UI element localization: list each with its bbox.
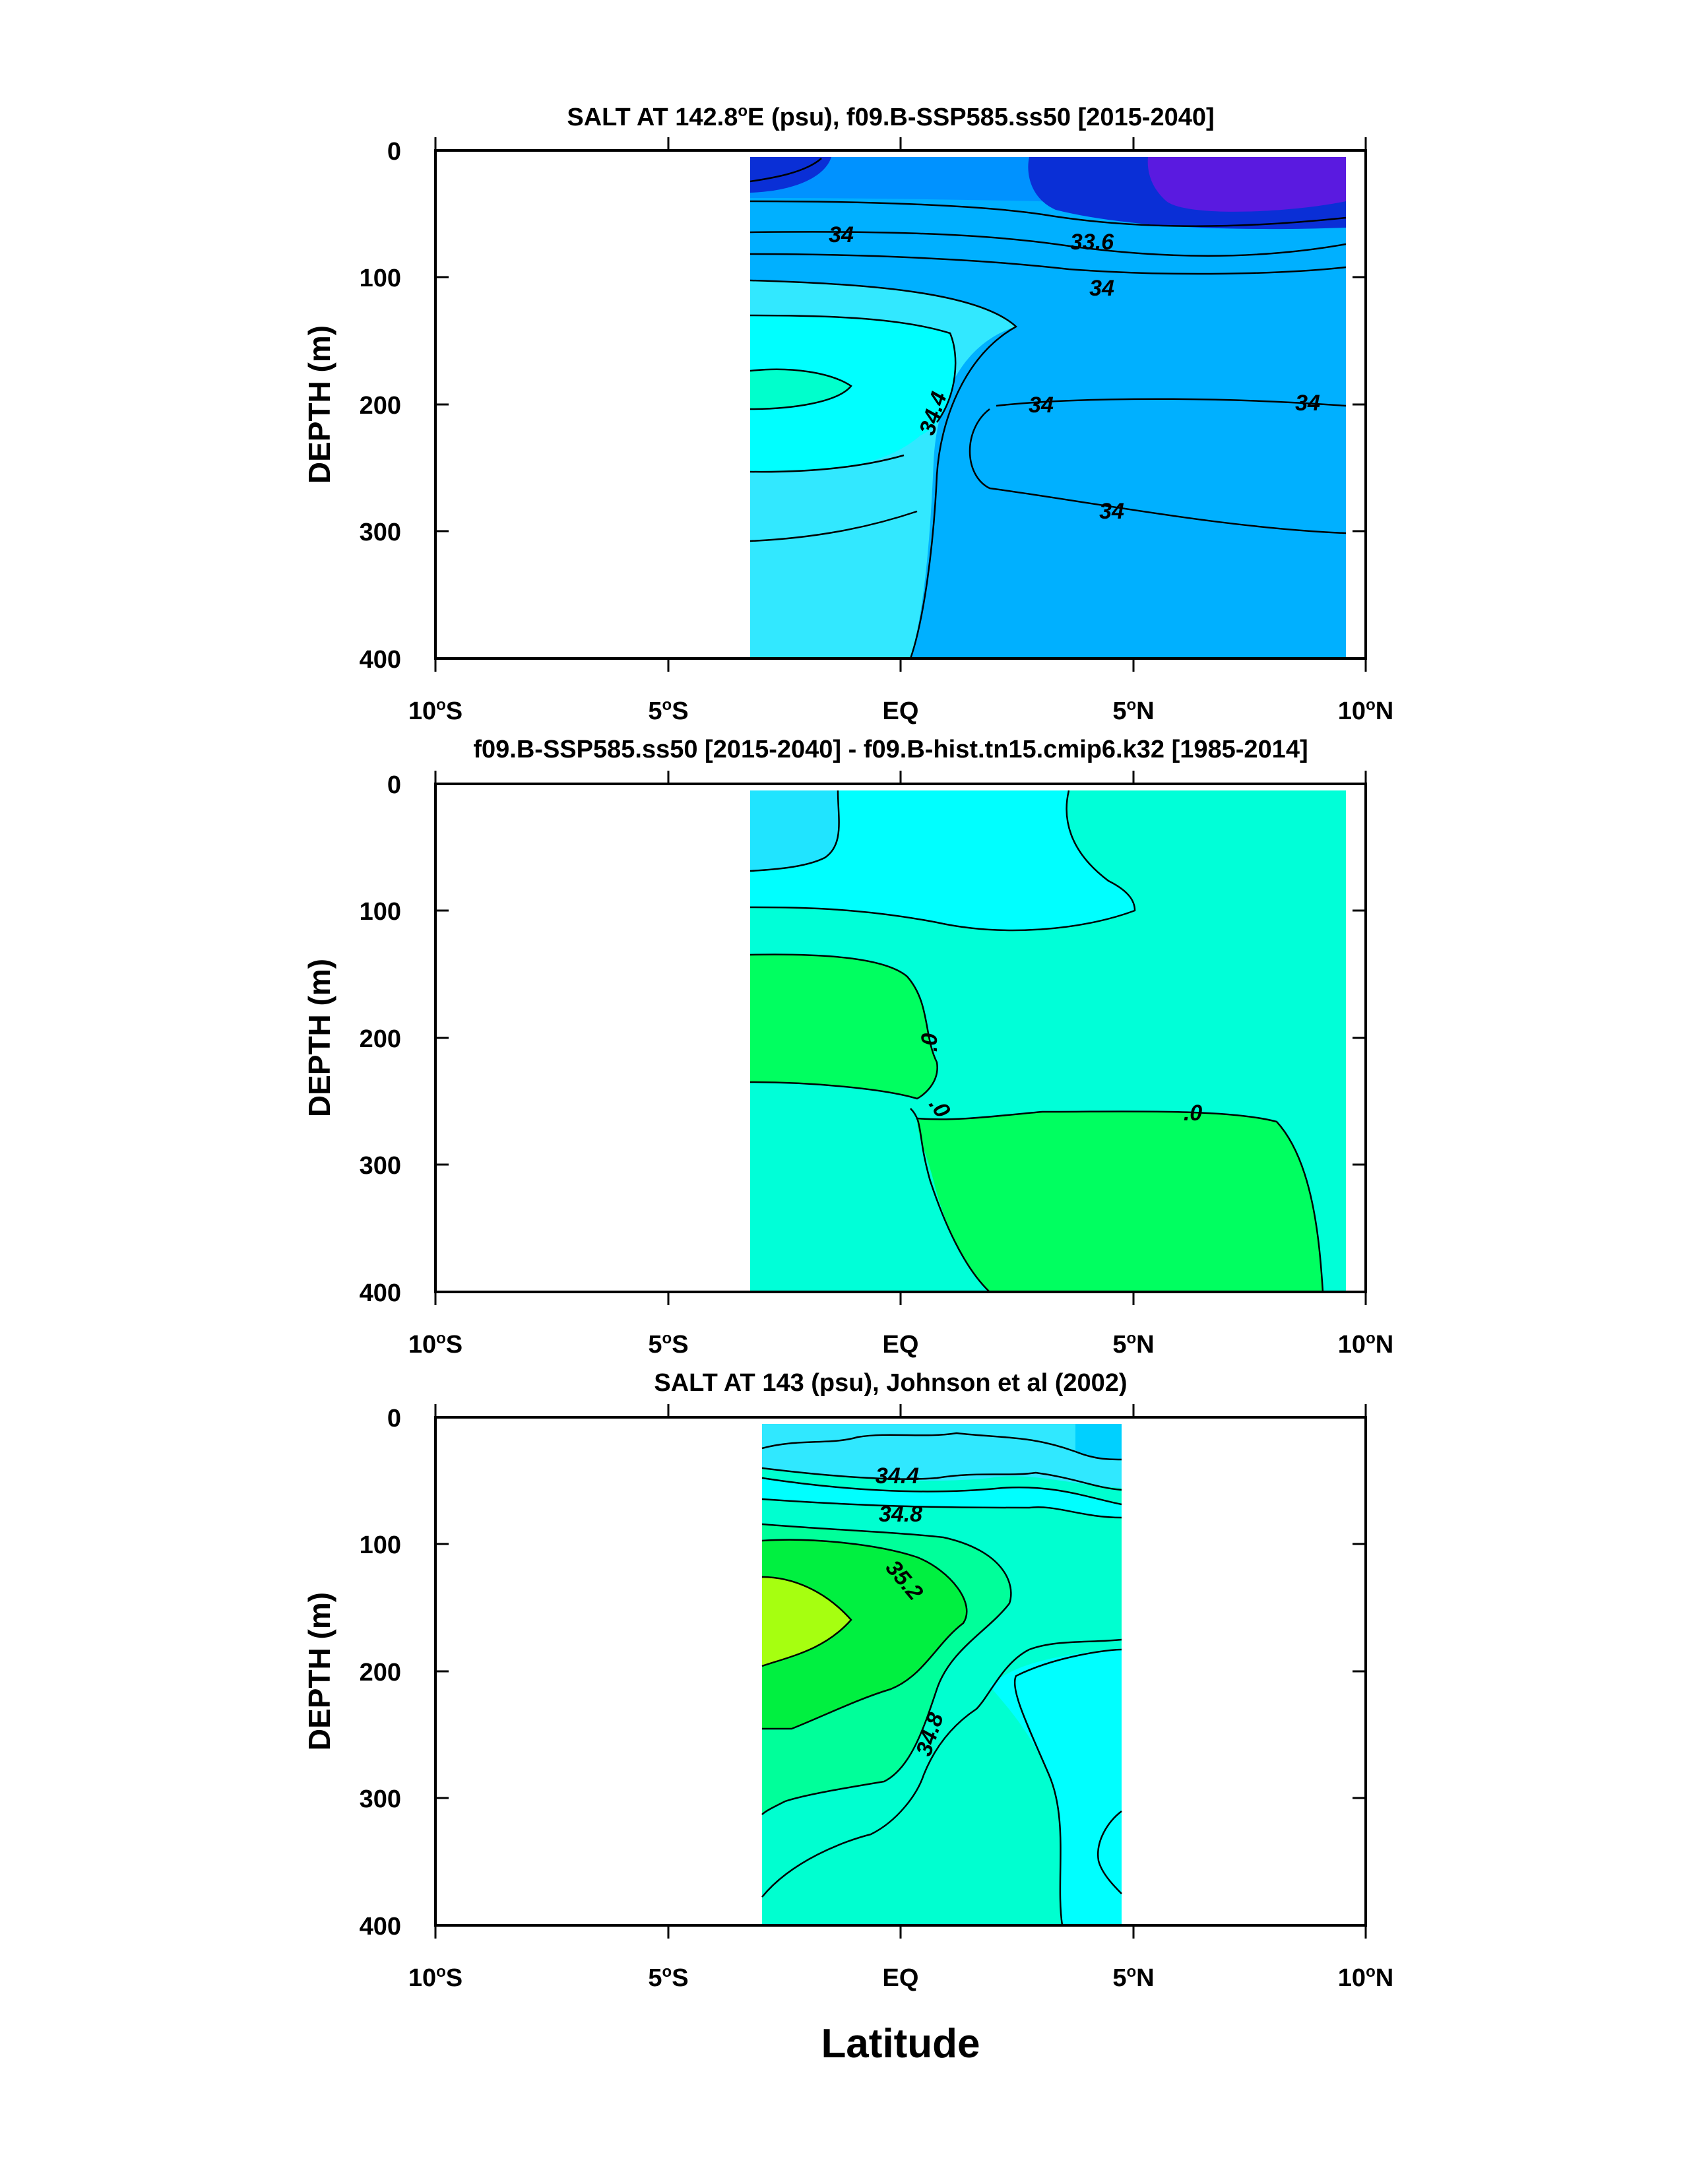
contour-label: 34 xyxy=(1089,276,1114,301)
panel-2-xticks xyxy=(434,771,1367,1305)
contour-label: 34 xyxy=(1099,499,1124,524)
panel-3-fill-surface-east xyxy=(1075,1424,1122,1460)
panel-1-contours xyxy=(749,158,1347,659)
x-tick-label: 5oS xyxy=(648,696,688,725)
panel-1-xticks xyxy=(434,137,1367,672)
contour-label: .0 xyxy=(1184,1101,1202,1126)
x-tick-label: EQ xyxy=(883,697,919,725)
x-tick-label: 10oN xyxy=(1338,1963,1393,1992)
panel-1-fill-purple xyxy=(1147,157,1346,212)
panel-1-fill-346 xyxy=(750,369,851,409)
contour-label: 34.8 xyxy=(879,1502,922,1527)
panel-3-xticks xyxy=(434,1404,1367,1939)
panel-2-contours xyxy=(749,790,1324,1293)
x-axis-label: Latitude xyxy=(821,2021,980,2067)
panel-2-fill-green-lower xyxy=(917,1111,1323,1292)
panel-1-title: SALT AT 142.8oE (psu), f09.B-SSP585.ss50… xyxy=(567,102,1214,131)
panel-3-contours xyxy=(761,1432,1122,1926)
panel-3-fill-green xyxy=(762,1539,967,1729)
panel-3: SALT AT 143 (psu), Johnson et al (2002) … xyxy=(302,1369,1393,2067)
y-tick-label: 400 xyxy=(360,646,401,674)
panel-3-contour-labels: 34.4 34.8 35.2 34.8 xyxy=(876,1463,949,1759)
panel-1-yaxis: 0 100 200 300 400 DEPTH (m) xyxy=(302,138,1366,674)
x-tick-label: EQ xyxy=(883,1331,919,1359)
y-tick-label: 100 xyxy=(360,1531,401,1559)
panel-3-title: SALT AT 143 (psu), Johnson et al (2002) xyxy=(654,1369,1127,1397)
x-tick-label: 10oN xyxy=(1338,1330,1393,1359)
panel-2-xaxis: 10oS 5oS EQ 5oN 10oN xyxy=(408,771,1393,1359)
panel-2-y-axis-label: DEPTH (m) xyxy=(302,959,336,1117)
panel-2-fill-bright-cyan xyxy=(750,790,839,871)
y-tick-label: 400 xyxy=(360,1279,401,1307)
y-tick-label: 0 xyxy=(387,1405,401,1432)
panel-1-yticks xyxy=(435,149,1366,660)
panel-1-xaxis: 10oS 5oS EQ 5oN 10oN xyxy=(408,137,1393,725)
y-tick-label: 300 xyxy=(360,1785,401,1813)
contour-label: 34.4 xyxy=(876,1463,919,1489)
y-tick-label: 100 xyxy=(360,265,401,292)
x-tick-label: 5oN xyxy=(1112,1963,1154,1992)
panel-2-fill-cyan xyxy=(750,790,1135,930)
y-tick-label: 300 xyxy=(360,1152,401,1180)
contour-label: 34 xyxy=(829,222,854,247)
panel-3-fills xyxy=(762,1424,1122,1925)
y-tick-label: 300 xyxy=(360,519,401,546)
x-tick-label: EQ xyxy=(883,1964,919,1992)
contour-label: 34 xyxy=(1029,393,1054,418)
x-tick-label: 5oN xyxy=(1112,696,1154,725)
panel-2-yaxis: 0 100 200 300 400 DEPTH (m) xyxy=(302,771,1366,1307)
y-tick-label: 100 xyxy=(360,898,401,926)
panel-3-y-axis-label: DEPTH (m) xyxy=(302,1592,336,1750)
y-tick-label: 0 xyxy=(387,771,401,799)
panel-2-title: f09.B-SSP585.ss50 [2015-2040] - f09.B-hi… xyxy=(473,736,1308,763)
y-tick-label: 200 xyxy=(360,1025,401,1053)
contour-label: .0 xyxy=(917,1033,942,1052)
panel-2: f09.B-SSP585.ss50 [2015-2040] - f09.B-hi… xyxy=(302,736,1393,1359)
panel-2-fill-green-upper xyxy=(750,954,938,1099)
contour-label: 33.6 xyxy=(1070,230,1114,255)
panel-3-fill-cyan xyxy=(762,1478,1122,1925)
x-tick-label: 10oS xyxy=(408,1963,462,1992)
x-tick-label: 10oN xyxy=(1338,696,1393,725)
y-tick-label: 200 xyxy=(360,392,401,420)
y-tick-label: 0 xyxy=(387,138,401,166)
x-tick-label: 10oS xyxy=(408,696,462,725)
panel-1-fill-344 xyxy=(750,315,955,472)
panel-1-contour-labels: 34 33.6 34 34.4 34 34 34 xyxy=(829,222,1320,524)
x-tick-label: 5oN xyxy=(1112,1330,1154,1359)
panel-1-y-axis-label: DEPTH (m) xyxy=(302,325,336,484)
panel-3-xaxis: 10oS 5oS EQ 5oN 10oN xyxy=(408,1404,1393,1992)
panel-2-yticks xyxy=(435,783,1366,1293)
x-tick-label: 5oS xyxy=(648,1330,688,1359)
contour-label: 34 xyxy=(1295,391,1320,416)
panel-3-yticks xyxy=(435,1416,1366,1927)
y-tick-label: 400 xyxy=(360,1913,401,1941)
y-tick-label: 200 xyxy=(360,1659,401,1686)
panel-3-yaxis: 0 100 200 300 400 DEPTH (m) xyxy=(302,1405,1366,1941)
x-tick-label: 10oS xyxy=(408,1330,462,1359)
panel-1: SALT AT 142.8oE (psu), f09.B-SSP585.ss50… xyxy=(302,102,1393,725)
panel-2-fills xyxy=(750,790,1346,1292)
panel-3-fill-yellowgreen xyxy=(762,1577,851,1666)
panel-1-fills xyxy=(750,157,1346,658)
x-tick-label: 5oS xyxy=(648,1963,688,1992)
